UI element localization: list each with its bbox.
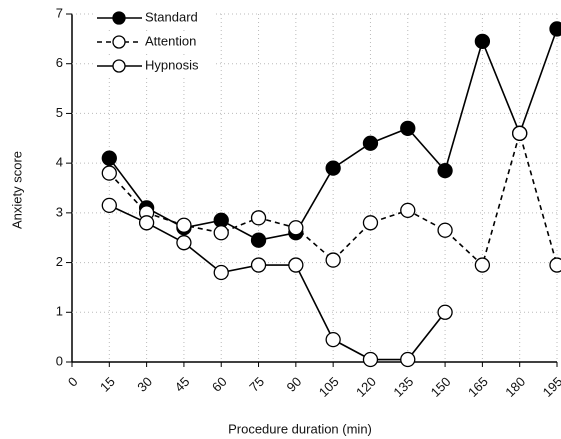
data-point [213, 225, 229, 241]
x-tick-label: 15 [97, 374, 118, 395]
legend-marker [112, 59, 126, 73]
data-point [400, 202, 416, 219]
data-point [101, 197, 117, 214]
data-point [362, 135, 379, 151]
y-tick-label: 0 [56, 353, 63, 368]
x-tick-label: 135 [390, 374, 416, 400]
series-line [108, 204, 446, 361]
data-point [101, 165, 117, 181]
data-point [250, 210, 267, 226]
data-point [362, 351, 379, 368]
x-tick-label: 75 [246, 374, 267, 395]
y-tick-label: 3 [56, 204, 63, 219]
data-point [101, 150, 117, 166]
data-point [325, 252, 341, 268]
y-tick-label: 5 [56, 105, 63, 120]
x-tick-label: 60 [209, 374, 230, 395]
legend-marker [112, 11, 126, 25]
y-tick-label: 7 [56, 5, 63, 20]
data-point [474, 257, 491, 273]
data-point [474, 33, 491, 49]
y-axis-label: Anxiety score [9, 151, 24, 229]
data-point [138, 215, 155, 231]
data-point [437, 222, 453, 238]
data-point [213, 264, 229, 281]
series-line [108, 130, 558, 267]
x-tick-label: 120 [353, 374, 379, 400]
x-tick-label: 30 [134, 374, 155, 395]
x-tick-label: 150 [428, 374, 454, 400]
data-point [250, 257, 267, 273]
legend-label: Attention [145, 33, 196, 48]
data-point [176, 235, 192, 251]
data-point [325, 160, 341, 176]
legend-bg [94, 57, 216, 75]
data-point [549, 257, 561, 273]
data-point [400, 120, 416, 136]
y-tick-label: 1 [56, 304, 63, 319]
data-point [437, 162, 453, 179]
x-axis-label: Procedure duration (min) [228, 421, 372, 436]
data-point [512, 125, 528, 141]
x-tick-label: 105 [316, 374, 342, 400]
data-point [549, 21, 561, 37]
y-tick-label: 2 [56, 254, 63, 269]
data-point [288, 257, 304, 273]
x-tick-label: 195 [540, 374, 561, 400]
y-tick-label: 6 [56, 55, 63, 70]
data-point [176, 217, 192, 233]
data-point [288, 220, 304, 236]
legend-bg [94, 33, 216, 51]
data-point [362, 215, 379, 231]
y-tick-label: 4 [56, 155, 63, 170]
x-tick-label: 0 [65, 374, 81, 390]
x-tick-label: 90 [284, 374, 305, 395]
legend-bg [94, 9, 216, 27]
x-tick-label: 180 [502, 374, 528, 400]
data-point [400, 351, 416, 368]
data-point [325, 331, 341, 348]
x-tick-label: 165 [465, 374, 491, 400]
data-point [250, 232, 267, 248]
legend-marker [112, 35, 126, 49]
data-point [437, 304, 453, 320]
legend-label: Standard [145, 9, 198, 24]
legend-label: Hypnosis [145, 57, 199, 72]
x-tick-label: 45 [172, 374, 193, 395]
